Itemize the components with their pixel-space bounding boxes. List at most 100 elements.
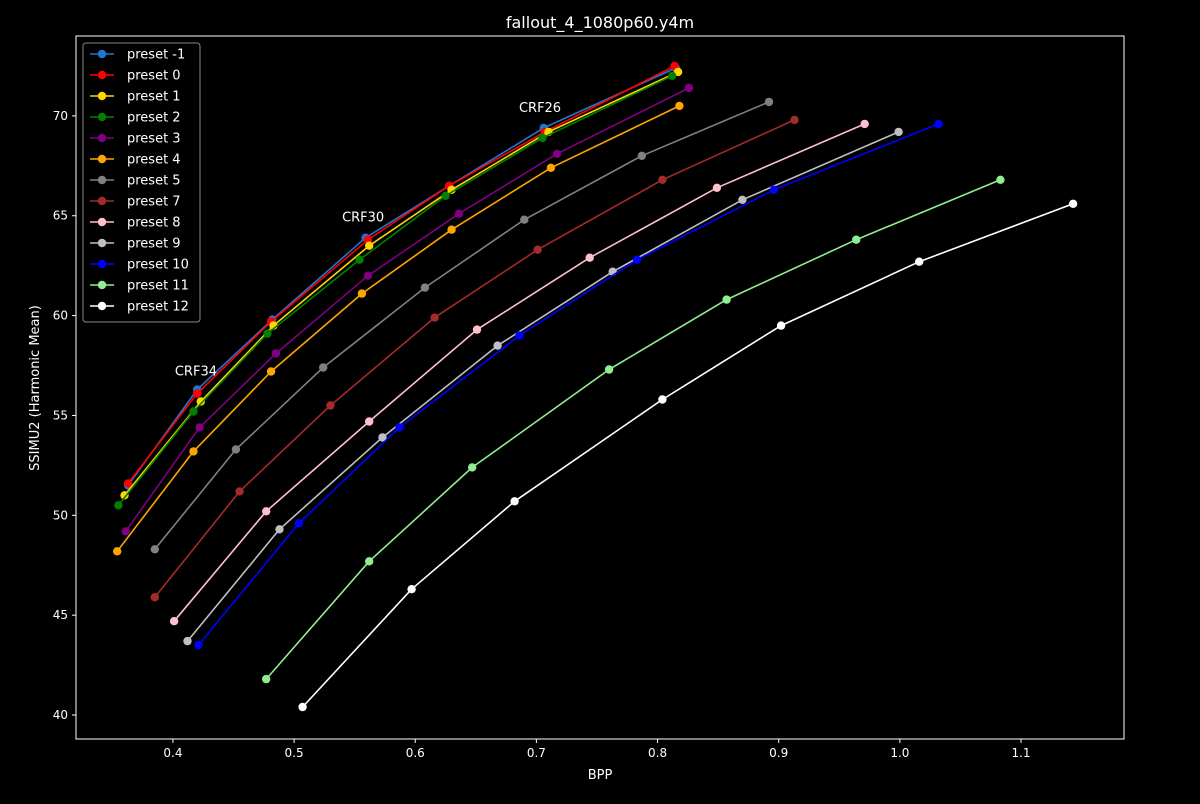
legend-entry: preset 2 [127, 111, 181, 126]
data-point [1068, 199, 1078, 208]
data-point [231, 445, 241, 454]
data-point [357, 289, 367, 298]
data-point [266, 367, 276, 376]
data-point [365, 417, 374, 426]
legend-entry: preset 1 [127, 90, 181, 105]
data-point [150, 545, 159, 554]
x-tick-label: 1.0 [890, 746, 909, 760]
data-point [365, 241, 374, 250]
data-point [262, 507, 271, 516]
data-point [667, 71, 677, 81]
data-point [852, 235, 861, 244]
legend-box [82, 42, 201, 323]
data-point [262, 674, 271, 684]
data-point [894, 127, 903, 137]
x-axis-label: BPP [588, 768, 613, 783]
series-preset-1 [120, 67, 683, 500]
legend-swatch-marker [97, 196, 107, 206]
x-tick-label: 0.5 [285, 746, 304, 760]
legend-swatch-marker [97, 301, 107, 311]
data-point [113, 547, 122, 556]
legend-entry: preset 3 [127, 132, 181, 147]
data-point [326, 401, 335, 410]
legend-entry: preset 10 [127, 258, 189, 273]
data-point [121, 527, 130, 536]
axes-frame [75, 35, 1125, 740]
data-point [604, 365, 614, 374]
legend-swatch-marker [97, 259, 107, 269]
data-point [738, 195, 747, 204]
data-point [194, 640, 203, 650]
data-point [520, 215, 529, 224]
data-point [538, 133, 547, 143]
y-tick-label: 70 [53, 109, 68, 123]
data-point [764, 97, 774, 107]
data-point [675, 101, 684, 111]
data-point [275, 525, 284, 534]
legend-entry: preset 8 [127, 216, 181, 231]
data-point [790, 115, 799, 125]
crf-annotation: CRF30 [342, 211, 384, 226]
data-point [915, 257, 924, 266]
y-tick-label: 45 [53, 608, 68, 622]
data-point [493, 341, 502, 350]
series-preset-5 [150, 97, 774, 554]
data-point [441, 191, 450, 200]
legend-entry: preset 5 [127, 174, 181, 189]
data-point [189, 447, 198, 456]
legend-swatch-marker [97, 217, 107, 227]
x-tick-label: 0.8 [648, 746, 667, 760]
data-point [860, 119, 869, 129]
legend-swatch-marker [97, 280, 107, 290]
data-point [934, 119, 943, 129]
legend: preset -1 preset 0 preset 1 preset 2 preset … [82, 42, 201, 323]
legend-entry: preset -1 [127, 48, 185, 63]
data-point [658, 395, 667, 404]
data-point [996, 175, 1005, 184]
y-tick-label: 65 [53, 209, 68, 223]
series-preset-4 [113, 101, 684, 556]
y-tick-label: 40 [53, 708, 68, 722]
legend-swatch-marker [97, 70, 107, 80]
crf-annotation: CRF26 [519, 101, 561, 116]
data-point [195, 423, 204, 432]
series-preset-2 [114, 71, 677, 510]
data-point [196, 397, 205, 406]
data-point [319, 363, 328, 372]
data-point [363, 271, 373, 280]
data-point [378, 433, 387, 442]
data-point [515, 331, 524, 340]
legend-swatch-marker [97, 112, 107, 122]
legend-entry: preset 4 [127, 153, 181, 168]
data-point [407, 585, 416, 594]
x-tick-label: 0.4 [163, 746, 182, 760]
data-point [673, 67, 683, 77]
series-preset-12 [298, 199, 1078, 712]
data-point [263, 329, 272, 338]
data-point [114, 501, 123, 510]
data-point [546, 163, 556, 172]
data-point [169, 617, 179, 626]
data-point [447, 225, 456, 234]
legend-entry: preset 0 [127, 69, 181, 84]
data-point [395, 423, 404, 432]
y-tick-label: 60 [53, 309, 68, 323]
x-tick-label: 0.6 [406, 746, 425, 760]
y-tick-label: 50 [53, 508, 68, 522]
data-point [637, 151, 646, 160]
data-point [552, 149, 562, 158]
data-point [298, 702, 307, 712]
series-preset-8 [169, 119, 869, 626]
data-point [420, 283, 430, 292]
y-axis-label: SSIMU2 (Harmonic Mean) [28, 305, 43, 471]
data-point [447, 185, 456, 194]
x-tick-label: 0.9 [769, 746, 788, 760]
data-point [235, 487, 244, 496]
series-preset-9 [183, 127, 903, 646]
legend-entry: preset 12 [127, 300, 189, 315]
legend-entry: preset 7 [127, 195, 181, 210]
legend-swatch-marker [97, 175, 107, 185]
series-preset-7 [150, 115, 799, 602]
data-point [533, 245, 542, 254]
